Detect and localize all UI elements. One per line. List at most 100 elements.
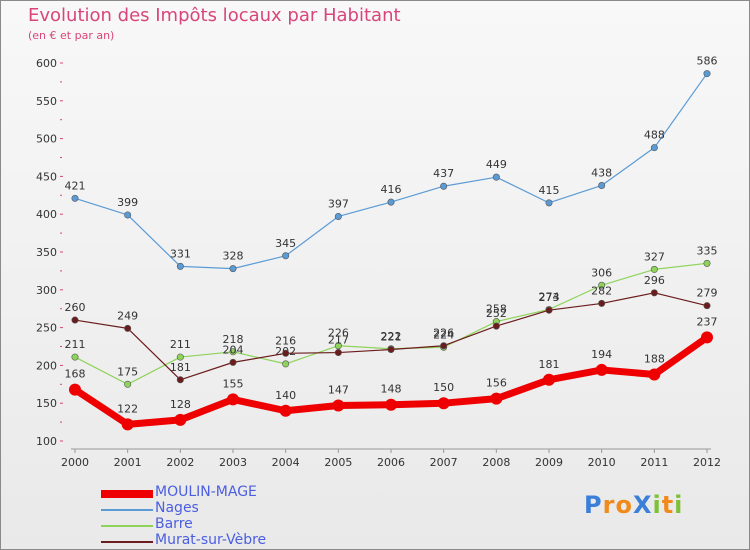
- data-point: [282, 252, 290, 260]
- y-tick-label: 500: [36, 133, 57, 146]
- data-point: [387, 346, 395, 354]
- legend-label: MOULIN-MAGE: [155, 484, 257, 500]
- data-label: 181: [170, 361, 191, 374]
- data-label: 296: [644, 274, 665, 287]
- data-point: [650, 289, 658, 297]
- logo-letter: r: [602, 491, 616, 519]
- data-point: [279, 404, 292, 417]
- data-label: 150: [433, 381, 454, 394]
- data-label: 156: [486, 377, 507, 390]
- legend-label: Murat-sur-Vèbre: [155, 532, 267, 548]
- data-label: 258: [486, 303, 507, 316]
- data-point: [650, 265, 658, 273]
- data-label: 274: [539, 290, 560, 303]
- x-tick-label: 2002: [166, 456, 194, 469]
- y-tick-label: 300: [36, 284, 57, 297]
- data-label: 211: [170, 338, 191, 351]
- data-label: 421: [65, 179, 86, 192]
- logo-letter: t: [661, 491, 675, 519]
- data-label: 335: [697, 244, 718, 257]
- data-label: 328: [223, 250, 244, 263]
- data-label: 217: [328, 334, 349, 347]
- data-label: 237: [697, 315, 718, 328]
- data-point: [334, 349, 342, 357]
- chart-title: Evolution des Impôts locaux par Habitant: [28, 5, 401, 26]
- data-label: 147: [328, 383, 349, 396]
- logo-letter: X: [632, 491, 653, 519]
- y-tick-label: 600: [36, 57, 57, 70]
- data-point: [282, 360, 290, 368]
- data-label: 216: [275, 334, 296, 347]
- x-tick-label: 2008: [482, 456, 510, 469]
- data-label: 226: [328, 327, 349, 340]
- data-point: [440, 342, 448, 350]
- data-label: 273: [539, 291, 560, 304]
- data-label: 175: [117, 365, 138, 378]
- data-point: [176, 353, 184, 361]
- data-point: [701, 331, 713, 344]
- data-label: 226: [433, 327, 454, 340]
- data-label: 221: [381, 331, 402, 344]
- data-point: [703, 302, 711, 310]
- data-label: 181: [539, 358, 560, 371]
- x-tick-label: 2006: [377, 456, 405, 469]
- data-label: 252: [486, 307, 507, 320]
- data-label: 438: [591, 166, 612, 179]
- data-point: [121, 418, 134, 431]
- data-point: [176, 376, 184, 384]
- proxiti-logo: ProXiti: [584, 491, 683, 519]
- data-point: [440, 182, 448, 190]
- data-point: [490, 392, 503, 405]
- data-label: 437: [433, 167, 454, 180]
- data-label: 224: [433, 328, 454, 341]
- data-point: [71, 316, 79, 324]
- data-label: 416: [381, 183, 402, 196]
- data-point: [227, 393, 239, 406]
- data-point: [385, 398, 397, 411]
- data-label: 204: [223, 343, 244, 356]
- data-point: [71, 194, 79, 202]
- data-point: [71, 353, 79, 361]
- data-point: [334, 342, 342, 350]
- data-point: [703, 70, 711, 78]
- legend-label: Nages: [155, 500, 199, 516]
- x-tick-label: 2007: [430, 456, 458, 469]
- y-tick-label: 350: [36, 246, 57, 259]
- data-label: 122: [117, 402, 138, 415]
- data-point: [598, 181, 606, 189]
- data-point: [229, 348, 237, 356]
- data-label: 168: [65, 368, 86, 381]
- data-label: 211: [65, 338, 86, 351]
- data-label: 331: [170, 247, 191, 260]
- data-label: 399: [117, 196, 138, 209]
- data-point: [703, 259, 711, 267]
- x-tick-label: 2000: [61, 456, 89, 469]
- data-label: 155: [223, 377, 244, 390]
- data-point: [492, 173, 500, 181]
- data-point: [387, 198, 395, 206]
- data-label: 415: [539, 184, 560, 197]
- data-point: [595, 363, 608, 376]
- data-point: [332, 399, 345, 412]
- data-label: 194: [591, 348, 612, 361]
- data-label: 218: [223, 333, 244, 346]
- chart-subtitle: (en € et par an): [28, 29, 115, 42]
- data-point: [124, 211, 132, 219]
- data-point: [176, 262, 184, 270]
- data-label: 282: [591, 284, 612, 297]
- legend-swatch: [101, 490, 153, 498]
- data-label: 306: [591, 266, 612, 279]
- data-label: 260: [65, 301, 86, 314]
- data-label: 449: [486, 158, 507, 171]
- logo-letter: i: [652, 491, 662, 519]
- x-tick-label: 2009: [535, 456, 563, 469]
- data-point: [282, 349, 290, 357]
- data-point: [543, 373, 555, 386]
- data-label: 148: [381, 383, 402, 396]
- data-label: 222: [381, 330, 402, 343]
- x-tick-label: 2003: [219, 456, 247, 469]
- legend-swatch: [101, 525, 153, 527]
- data-label: 586: [697, 55, 718, 68]
- x-tick-label: 2011: [640, 456, 668, 469]
